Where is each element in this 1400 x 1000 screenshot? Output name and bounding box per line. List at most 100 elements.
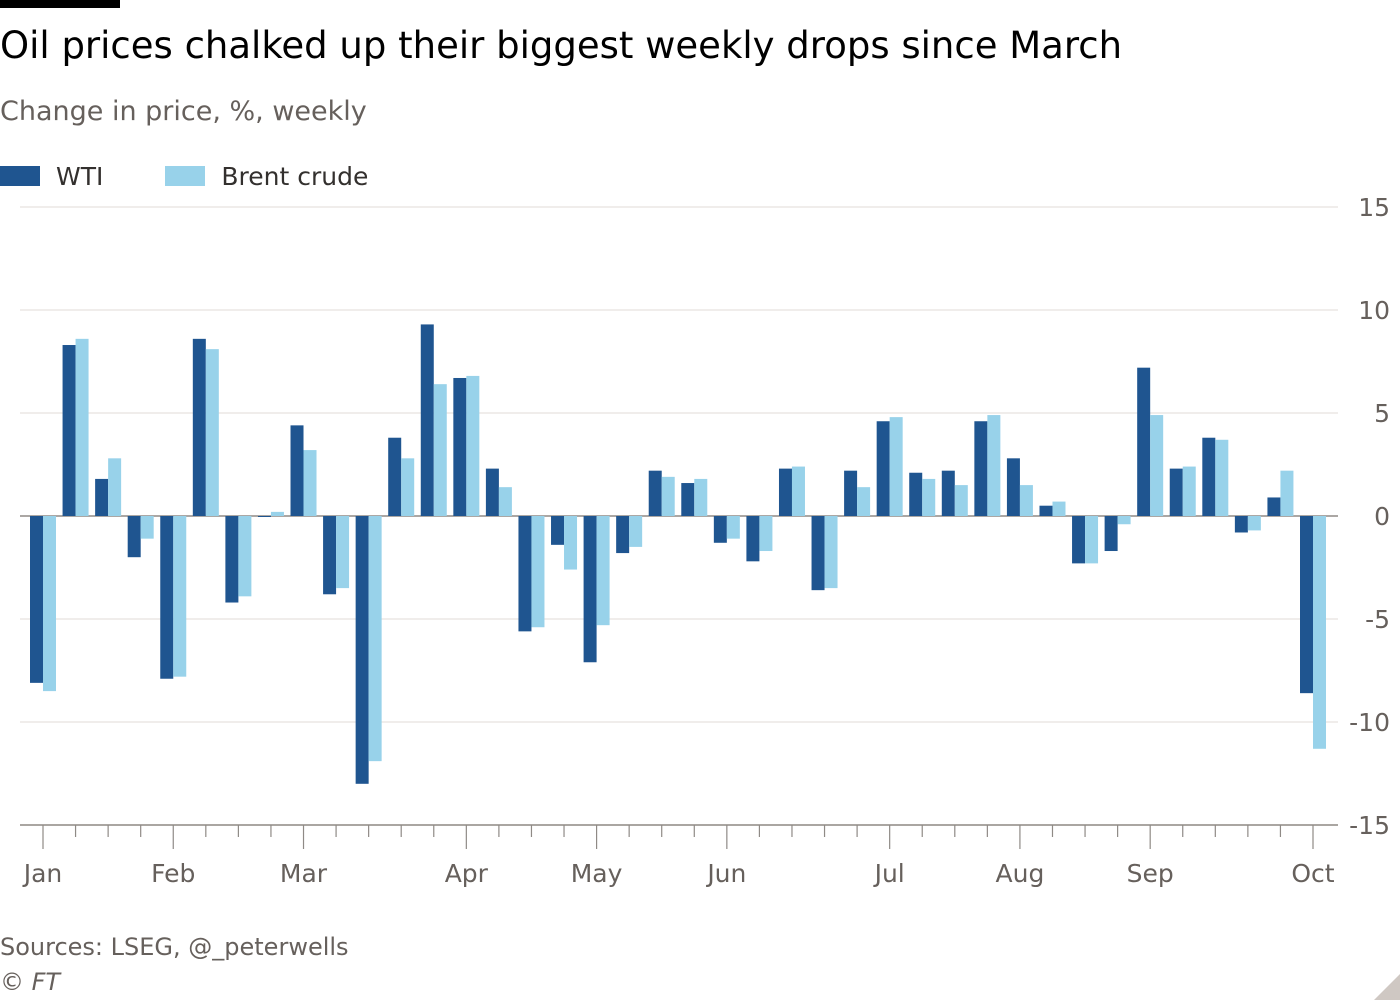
bar-brent	[498, 487, 512, 516]
bar-brent	[1280, 470, 1294, 516]
x-tick-label: Mar	[280, 859, 328, 888]
legend-swatch-wti	[0, 166, 40, 186]
bar-wti	[583, 516, 597, 663]
bar-wti	[616, 516, 630, 554]
bar-wti	[1202, 437, 1216, 516]
bar-wti	[290, 425, 304, 516]
bar-brent	[1182, 466, 1196, 516]
bar-wti	[713, 516, 727, 543]
y-tick-label: 10	[1358, 296, 1390, 325]
bar-brent	[75, 338, 89, 516]
bar-wti	[1104, 516, 1118, 552]
bar-wti	[388, 437, 402, 516]
y-tick-label: -15	[1349, 811, 1390, 840]
bar-wti	[160, 516, 174, 679]
bar-brent	[531, 516, 545, 628]
bar-wti	[1300, 516, 1313, 694]
y-tick-label: 15	[1358, 193, 1390, 222]
legend-label-wti: WTI	[56, 161, 104, 191]
bar-wti	[778, 468, 792, 516]
bar-wti	[453, 377, 467, 516]
bar-wti	[681, 483, 695, 516]
brand-top-bar	[0, 0, 120, 8]
bar-brent	[791, 466, 805, 516]
bar-brent	[857, 487, 871, 516]
bar-brent	[108, 458, 122, 516]
bar-brent	[922, 478, 936, 516]
bar-brent	[824, 516, 838, 589]
bar-wti	[62, 345, 76, 516]
bar-wti	[876, 421, 890, 516]
y-tick-label: -10	[1349, 708, 1390, 737]
bar-brent	[759, 516, 773, 552]
bar-brent	[1150, 415, 1164, 516]
bar-wti	[518, 516, 532, 632]
bar-brent	[564, 516, 578, 570]
y-tick-label: 0	[1374, 502, 1390, 531]
bar-brent	[726, 516, 740, 539]
bar-wti	[909, 472, 923, 516]
chart-legend: WTI Brent crude	[0, 160, 430, 192]
bar-brent	[336, 516, 350, 589]
legend-label-brent: Brent crude	[221, 161, 369, 191]
bar-brent	[303, 450, 317, 516]
bar-brent	[1313, 516, 1326, 749]
bar-wti	[941, 470, 955, 516]
bar-brent	[987, 415, 1001, 516]
bar-wti	[1267, 497, 1281, 516]
bar-brent	[629, 516, 643, 547]
bar-wti	[1006, 458, 1020, 516]
bar-brent	[238, 516, 252, 597]
source-note: Sources: LSEG, @_peterwells	[0, 933, 349, 961]
bar-brent	[694, 478, 708, 516]
bar-wti	[485, 468, 499, 516]
bar-brent	[1085, 516, 1099, 564]
bar-wti	[30, 516, 43, 683]
bar-brent	[140, 516, 154, 539]
bar-brent	[1247, 516, 1261, 531]
x-tick-label: May	[571, 859, 623, 888]
chart-subtitle: Change in price, %, weekly	[0, 96, 367, 127]
bar-wti	[1039, 505, 1053, 516]
bar-wti	[95, 478, 109, 516]
bar-wti	[225, 516, 239, 603]
bar-wti	[811, 516, 825, 591]
legend-item-brent: Brent crude	[165, 162, 368, 191]
bar-brent	[889, 417, 903, 516]
legend-item-wti: WTI	[0, 162, 103, 191]
bar-wti	[1137, 367, 1151, 516]
bar-brent	[401, 458, 415, 516]
legend-swatch-brent	[165, 166, 206, 186]
x-tick-label: Sep	[1127, 859, 1174, 888]
copyright-note: © FT	[0, 968, 61, 996]
y-tick-label: -5	[1365, 605, 1390, 634]
bar-brent	[433, 384, 447, 516]
bar-wti	[355, 516, 369, 784]
bar-brent	[1019, 485, 1033, 516]
corner-fold-icon	[1374, 974, 1400, 1000]
bar-brent	[368, 516, 382, 762]
bar-brent	[270, 511, 284, 516]
x-tick-label: Jan	[22, 859, 63, 888]
bar-brent	[43, 516, 56, 692]
bar-wti	[127, 516, 141, 558]
bar-brent	[173, 516, 187, 677]
bar-wti	[551, 516, 565, 545]
x-tick-label: Feb	[151, 859, 195, 888]
bar-brent	[661, 476, 675, 516]
bar-wti	[1072, 516, 1086, 564]
bar-wti	[746, 516, 760, 562]
x-tick-label: Oct	[1291, 859, 1334, 888]
bar-brent	[596, 516, 610, 626]
x-tick-label: Jun	[705, 859, 746, 888]
bar-brent	[1117, 516, 1131, 525]
bar-brent	[466, 375, 480, 516]
chart-title: Oil prices chalked up their biggest week…	[0, 24, 1123, 67]
bar-wti	[648, 470, 662, 516]
x-tick-label: Aug	[996, 859, 1045, 888]
bar-wti	[974, 421, 988, 516]
x-tick-label: Jul	[873, 859, 905, 888]
bar-wti	[1169, 468, 1183, 516]
bar-wti	[1234, 516, 1248, 533]
